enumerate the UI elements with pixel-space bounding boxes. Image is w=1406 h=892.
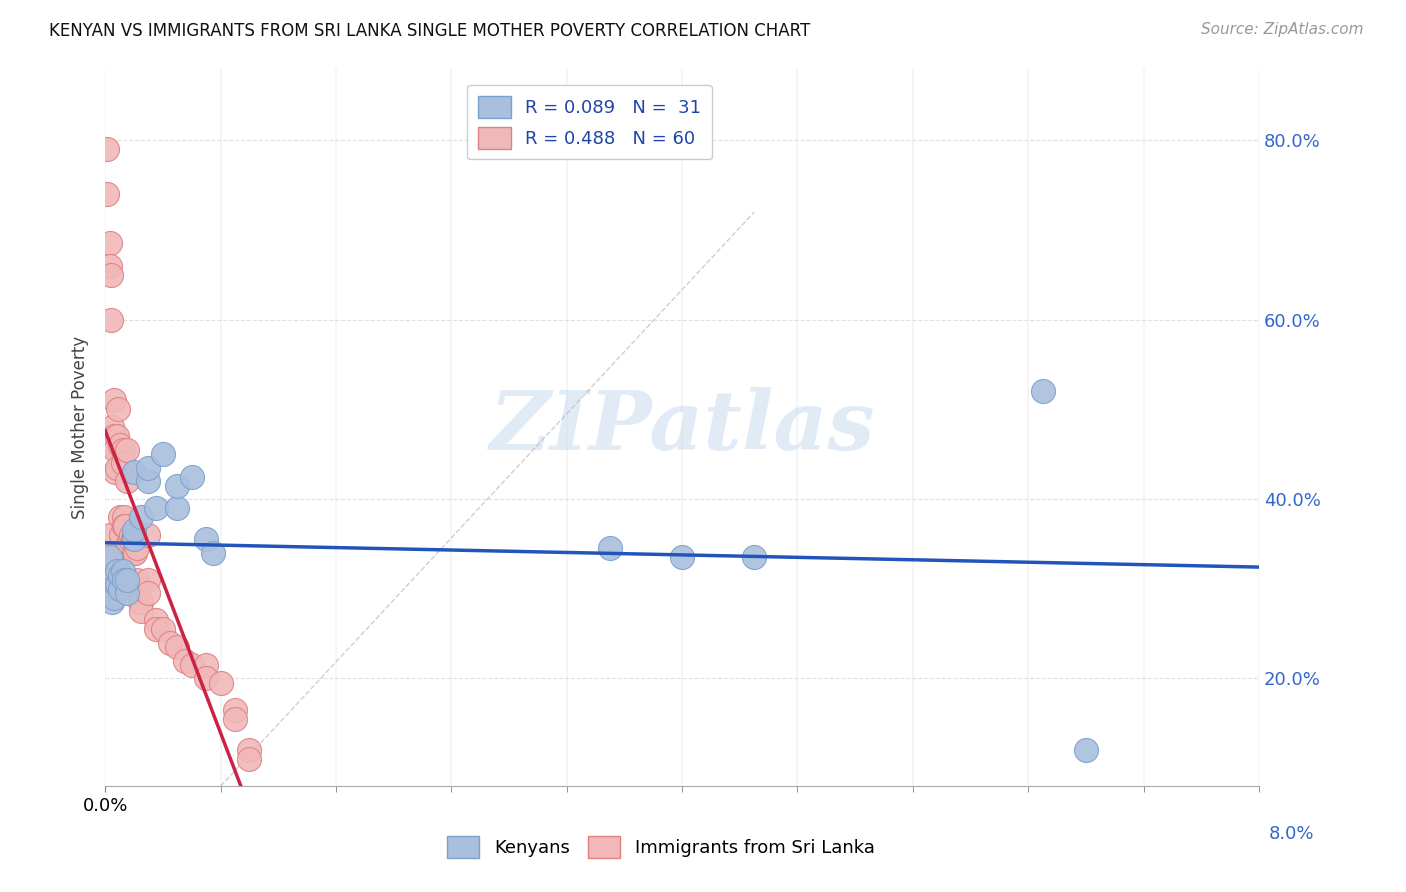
Point	[138, 528, 160, 542]
Point	[1032, 384, 1054, 399]
Point	[110, 528, 132, 542]
Point	[96, 142, 118, 156]
Point	[105, 577, 128, 591]
Point	[115, 474, 138, 488]
Point	[101, 420, 124, 434]
Point	[124, 533, 146, 547]
Point	[103, 591, 125, 605]
Point	[180, 469, 202, 483]
Point	[173, 654, 195, 668]
Point	[166, 501, 188, 516]
Point	[209, 676, 232, 690]
Point	[111, 456, 134, 470]
Text: KENYAN VS IMMIGRANTS FROM SRI LANKA SINGLE MOTHER POVERTY CORRELATION CHART: KENYAN VS IMMIGRANTS FROM SRI LANKA SING…	[49, 22, 810, 40]
Point	[100, 312, 122, 326]
Legend: R = 0.089   N =  31, R = 0.488   N = 60: R = 0.089 N = 31, R = 0.488 N = 60	[467, 85, 711, 160]
Point	[138, 586, 160, 600]
Point	[121, 533, 143, 547]
Point	[117, 537, 139, 551]
Point	[159, 635, 181, 649]
Text: ZIPatlas: ZIPatlas	[489, 387, 875, 467]
Point	[97, 573, 120, 587]
Y-axis label: Single Mother Poverty: Single Mother Poverty	[72, 335, 89, 519]
Point	[152, 447, 174, 461]
Point	[152, 622, 174, 636]
Point	[128, 595, 150, 609]
Point	[108, 568, 131, 582]
Point	[224, 703, 246, 717]
Point	[238, 752, 260, 766]
Point	[97, 555, 120, 569]
Point	[108, 510, 131, 524]
Point	[122, 546, 145, 560]
Point	[125, 541, 148, 556]
Point	[742, 550, 765, 565]
Point	[180, 658, 202, 673]
Legend: Kenyans, Immigrants from Sri Lanka: Kenyans, Immigrants from Sri Lanka	[440, 829, 882, 865]
Point	[120, 528, 142, 542]
Point	[138, 474, 160, 488]
Point	[98, 550, 121, 565]
Point	[104, 465, 127, 479]
Point	[166, 640, 188, 654]
Point	[112, 519, 135, 533]
Point	[115, 586, 138, 600]
Point	[129, 595, 152, 609]
Point	[108, 582, 131, 596]
Point	[671, 550, 693, 565]
Point	[125, 573, 148, 587]
Point	[111, 442, 134, 457]
Point	[104, 442, 127, 457]
Point	[129, 510, 152, 524]
Point	[224, 712, 246, 726]
Point	[118, 533, 141, 547]
Point	[101, 546, 124, 560]
Point	[98, 236, 121, 251]
Point	[111, 564, 134, 578]
Point	[105, 460, 128, 475]
Point	[138, 573, 160, 587]
Point	[145, 622, 167, 636]
Point	[202, 546, 225, 560]
Point	[105, 564, 128, 578]
Point	[166, 478, 188, 492]
Text: Source: ZipAtlas.com: Source: ZipAtlas.com	[1201, 22, 1364, 37]
Point	[98, 582, 121, 596]
Text: 8.0%: 8.0%	[1270, 825, 1315, 843]
Point	[107, 402, 129, 417]
Point	[195, 658, 218, 673]
Point	[122, 465, 145, 479]
Point	[129, 604, 152, 618]
Point	[124, 546, 146, 560]
Point	[122, 528, 145, 542]
Point	[195, 672, 218, 686]
Point	[114, 519, 136, 533]
Point	[122, 524, 145, 538]
Point	[112, 510, 135, 524]
Point	[238, 743, 260, 757]
Point	[122, 533, 145, 547]
Point	[96, 187, 118, 202]
Point	[145, 501, 167, 516]
Point	[101, 595, 124, 609]
Point	[103, 393, 125, 408]
Point	[101, 438, 124, 452]
Point	[112, 573, 135, 587]
Point	[105, 429, 128, 443]
Point	[599, 541, 621, 556]
Point	[195, 533, 218, 547]
Point	[100, 268, 122, 282]
Point	[115, 442, 138, 457]
Point	[108, 438, 131, 452]
Point	[115, 573, 138, 587]
Point	[145, 613, 167, 627]
Point	[103, 429, 125, 443]
Point	[98, 259, 121, 273]
Point	[1074, 743, 1097, 757]
Point	[127, 582, 149, 596]
Point	[100, 586, 122, 600]
Point	[138, 460, 160, 475]
Point	[98, 528, 121, 542]
